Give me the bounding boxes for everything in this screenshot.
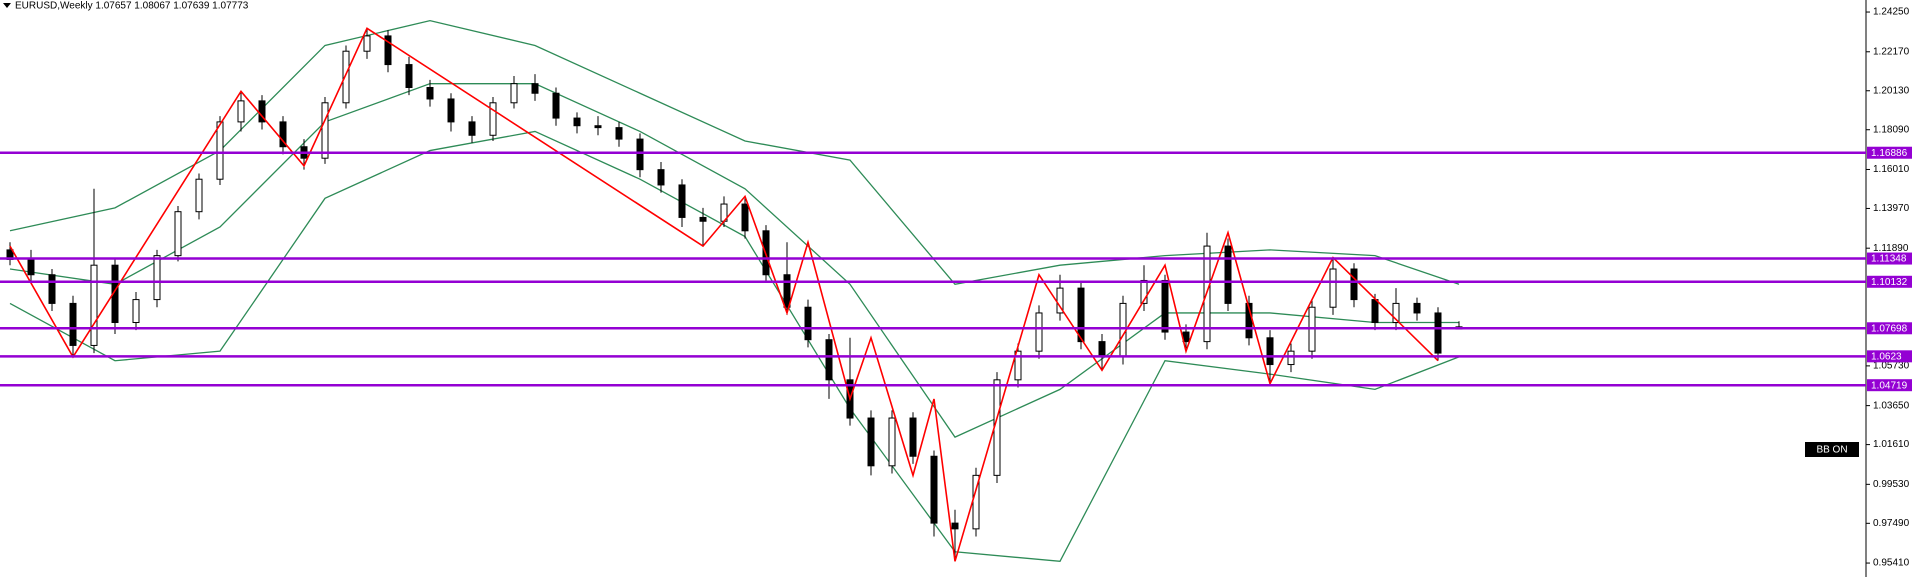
bollinger-middle [9, 83, 1459, 438]
bollinger-lower [9, 130, 1460, 563]
candle-body [132, 299, 140, 324]
candle-body [888, 417, 896, 467]
candle-body [909, 417, 917, 457]
candle-body [1413, 302, 1421, 314]
candle-body [699, 216, 707, 222]
bollinger-upper [9, 19, 1460, 286]
candle-body [468, 121, 476, 136]
candle-body [174, 211, 182, 257]
candle-body [1224, 245, 1232, 304]
level-label-bg [1867, 275, 1912, 288]
level-label-bg [1867, 146, 1912, 159]
y-tick-label: 0.95410 [1873, 558, 1910, 569]
candle-body [804, 306, 812, 341]
candle-body [69, 302, 77, 346]
candle-body [237, 100, 245, 123]
candle-body [321, 102, 329, 159]
candle-body [1077, 287, 1085, 343]
y-tick-label: 1.03650 [1873, 400, 1910, 411]
y-tick-label: 1.13970 [1873, 203, 1910, 214]
level-label-bg [1867, 322, 1912, 335]
candle-body [342, 50, 350, 104]
level-label-bg [1867, 252, 1912, 265]
level-label: 1.0623 [1871, 351, 1902, 362]
candle-body [1098, 341, 1106, 358]
level-label: 1.04719 [1871, 380, 1908, 391]
candle-body [657, 169, 665, 186]
candle-body [741, 203, 749, 232]
y-tick-label: 1.20130 [1873, 85, 1910, 96]
candle-body [1035, 312, 1043, 352]
level-label: 1.11348 [1871, 254, 1907, 265]
candle-body [1140, 279, 1148, 304]
candle-body [489, 102, 497, 136]
candle-body [594, 125, 602, 129]
candle-body [48, 274, 56, 304]
candle-body [363, 35, 371, 52]
candle-body [867, 417, 875, 467]
y-tick-label: 1.01610 [1873, 439, 1910, 450]
candle-body [573, 117, 581, 127]
menu-arrow [3, 3, 11, 8]
candle-body [825, 339, 833, 381]
candle-body [930, 455, 938, 524]
candle-body [510, 83, 518, 104]
level-label-bg [1867, 379, 1912, 392]
candle-body [1434, 312, 1442, 354]
zigzag [9, 27, 1439, 562]
candle-body [1329, 268, 1337, 308]
y-tick-label: 1.05730 [1873, 361, 1910, 372]
candle-body [1014, 350, 1022, 381]
bb-button-bg[interactable] [1805, 442, 1859, 457]
candle-body [552, 92, 560, 119]
y-tick-label: 1.22170 [1873, 46, 1910, 57]
chart-title: EURUSD,Weekly 1.07657 1.08067 1.07639 1.… [15, 1, 249, 12]
candle-body [426, 87, 434, 100]
candle-body [783, 274, 791, 308]
candle-body [678, 184, 686, 218]
candle-body [447, 98, 455, 123]
y-tick-label: 0.97490 [1873, 518, 1910, 529]
y-tick-label: 1.16010 [1873, 164, 1910, 175]
candle-body [1392, 302, 1400, 324]
candle-body [1056, 287, 1064, 314]
candle-body [531, 83, 539, 94]
candle-body [615, 127, 623, 140]
bb-button[interactable]: BB ON [1805, 442, 1859, 457]
candle-body [1371, 299, 1379, 324]
candle-body [195, 178, 203, 213]
candle-body [384, 35, 392, 66]
candle-body [951, 522, 959, 530]
level-label: 1.16886 [1871, 148, 1908, 159]
candle-body [1119, 302, 1127, 358]
level-label: 1.07698 [1871, 323, 1908, 334]
level-label: 1.10132 [1871, 277, 1908, 288]
bb-button-label[interactable]: BB ON [1816, 445, 1847, 456]
candle-body [405, 64, 413, 89]
candle-body [1266, 337, 1274, 366]
candle-body [153, 255, 161, 301]
y-tick-label: 1.11890 [1873, 243, 1909, 254]
candle-body [1350, 268, 1358, 301]
candle-body [1161, 279, 1169, 333]
y-tick-label: 1.24250 [1873, 7, 1910, 18]
candle-body [1287, 350, 1295, 366]
y-tick-label: 1.18090 [1873, 124, 1910, 135]
y-tick-label: 0.99530 [1873, 479, 1910, 490]
candle-body [216, 121, 224, 180]
candle-body [90, 264, 98, 346]
candle-body [27, 258, 35, 276]
candle-body [279, 121, 287, 148]
level-label-bg [1867, 350, 1912, 363]
candle-body [636, 138, 644, 171]
